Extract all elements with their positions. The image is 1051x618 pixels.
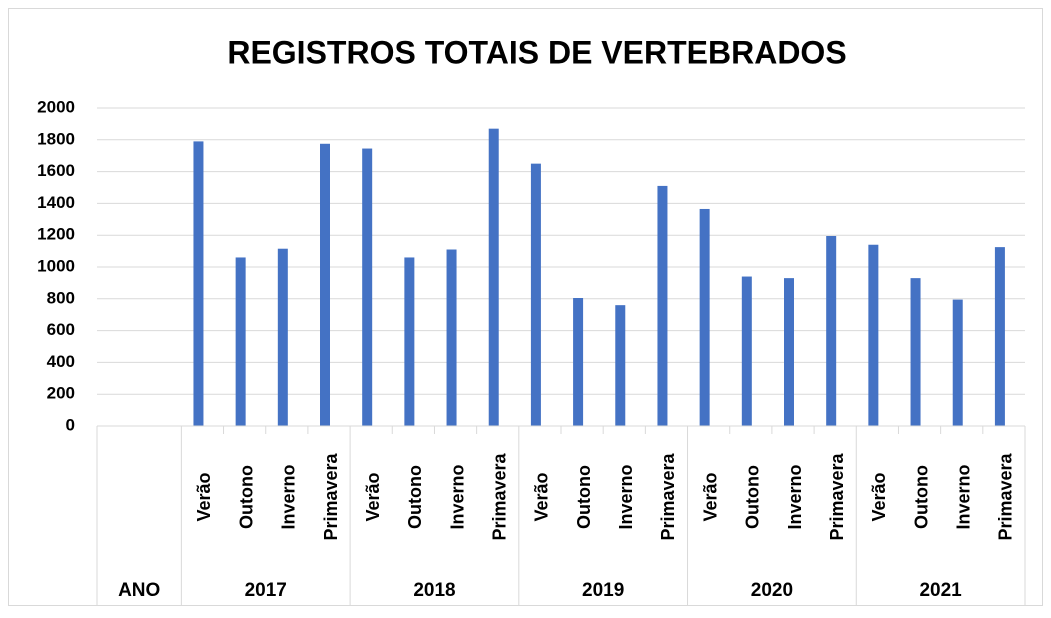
- group-label: 2019: [582, 580, 624, 601]
- bar: [657, 185, 668, 426]
- chart-title: REGISTROS TOTAIS DE VERTEBRADOS: [227, 34, 846, 70]
- group-label: 2020: [751, 580, 793, 601]
- x-tick-label: Inverno: [279, 464, 299, 529]
- bar: [826, 235, 837, 426]
- x-tick-label: Outono: [911, 465, 931, 529]
- x-tick-label: Verão: [869, 472, 889, 521]
- y-tick-label: 2000: [37, 97, 75, 116]
- bar: [362, 148, 373, 427]
- bar: [952, 299, 963, 426]
- y-tick-label: 600: [47, 320, 75, 339]
- bar: [404, 257, 415, 426]
- bar: [446, 249, 457, 426]
- bar: [488, 128, 499, 427]
- bar: [699, 208, 710, 426]
- bar: [277, 248, 288, 426]
- y-tick-label: 200: [47, 384, 75, 403]
- x-tick-label: Inverno: [953, 464, 973, 529]
- x-tick-label: Primavera: [321, 452, 341, 540]
- x-tick-label: Verão: [363, 472, 383, 521]
- bar: [320, 143, 330, 426]
- y-tick-label: 1200: [37, 225, 75, 244]
- bar: [994, 247, 1005, 426]
- group-label: 2018: [413, 580, 455, 601]
- group-label: 2021: [919, 580, 962, 601]
- x-tick-label: Primavera: [827, 452, 847, 540]
- bar: [910, 278, 921, 426]
- x-tick-label: Inverno: [616, 464, 636, 529]
- y-tick-label: 0: [66, 415, 75, 434]
- x-tick-label: Outono: [574, 465, 594, 529]
- bar: [530, 163, 541, 426]
- y-tick-label: 400: [47, 352, 75, 371]
- x-tick-label: Outono: [405, 465, 425, 529]
- x-tick-label: Primavera: [658, 452, 678, 540]
- bar: [784, 278, 794, 426]
- x-tick-label: Verão: [532, 472, 552, 521]
- bar: [615, 305, 626, 426]
- x-tick-label: Verão: [194, 472, 214, 521]
- x-tick-label: Inverno: [785, 464, 805, 529]
- y-tick-label: 800: [47, 288, 75, 307]
- bar: [868, 244, 879, 426]
- y-tick-label: 1600: [37, 161, 75, 180]
- y-tick-label: 1800: [37, 129, 75, 148]
- x-tick-label: Verão: [700, 472, 720, 521]
- x-tick-label: Inverno: [447, 464, 467, 529]
- bar: [573, 298, 584, 426]
- x-tick-label: Primavera: [996, 452, 1016, 540]
- x-tick-label: Primavera: [489, 452, 509, 540]
- y-tick-label: 1000: [37, 256, 75, 275]
- group-label: 2017: [245, 580, 287, 601]
- bar: [193, 141, 204, 426]
- bar: [235, 257, 246, 426]
- bar: [741, 276, 752, 426]
- y-tick-label: 1400: [37, 193, 75, 212]
- x-tick-label: Outono: [743, 465, 763, 529]
- x-tick-label: Outono: [236, 465, 256, 529]
- group-label: ANO: [118, 580, 160, 601]
